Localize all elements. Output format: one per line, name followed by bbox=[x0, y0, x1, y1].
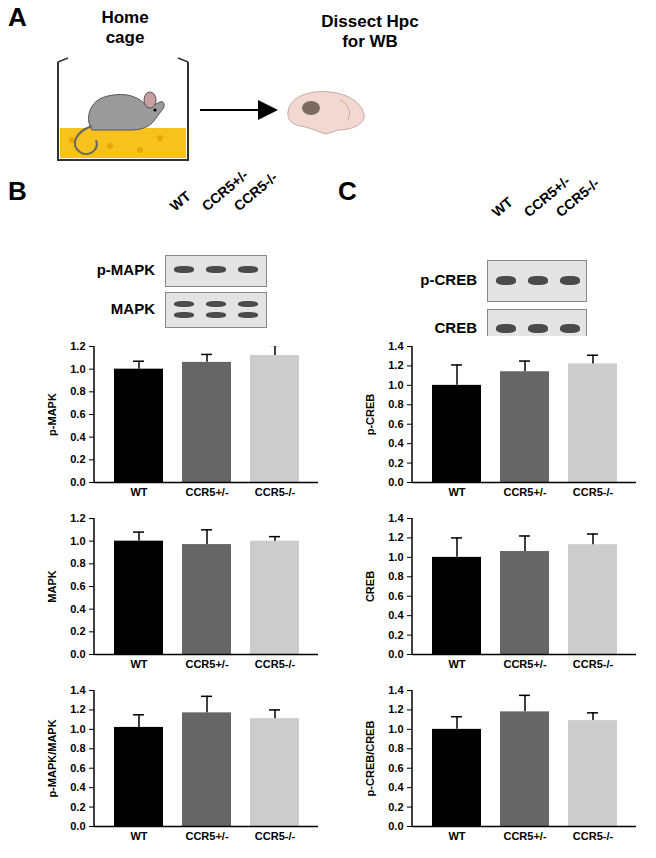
svg-text:1.0: 1.0 bbox=[70, 363, 85, 375]
svg-text:0.0: 0.0 bbox=[388, 476, 403, 488]
html-text:p-CREB: p-CREB bbox=[420, 271, 477, 288]
html-text:CCR5-/-: CCR5-/- bbox=[552, 174, 603, 220]
svg-text:1.2: 1.2 bbox=[70, 512, 85, 524]
svg-text:CCR5-/-: CCR5-/- bbox=[255, 658, 296, 670]
svg-text:0.4: 0.4 bbox=[388, 781, 404, 793]
svg-text:0.0: 0.0 bbox=[70, 476, 85, 488]
svg-text:0.8: 0.8 bbox=[70, 557, 85, 569]
svg-text:CCR5+/-: CCR5+/- bbox=[503, 658, 546, 670]
svg-text:WT: WT bbox=[448, 658, 465, 670]
svg-text:0.8: 0.8 bbox=[388, 398, 403, 410]
svg-text:0.2: 0.2 bbox=[388, 629, 403, 641]
svg-text:0.8: 0.8 bbox=[388, 570, 403, 582]
html-text:p-MAPK: p-MAPK bbox=[96, 261, 155, 278]
svg-text:1.4: 1.4 bbox=[388, 512, 404, 524]
svg-text:0.4: 0.4 bbox=[388, 609, 404, 621]
svg-text:1.2: 1.2 bbox=[388, 359, 403, 371]
svg-text:p-MAPK/MAPK: p-MAPK/MAPK bbox=[46, 719, 58, 797]
svg-text:1.2: 1.2 bbox=[70, 703, 85, 715]
svg-text:0.6: 0.6 bbox=[388, 762, 403, 774]
svg-text:1.0: 1.0 bbox=[70, 535, 85, 547]
svg-text:p-CREB/CREB: p-CREB/CREB bbox=[364, 721, 376, 797]
html-text:Home cage: Home cage bbox=[101, 8, 149, 47]
html-text:CCR5-/-: CCR5-/- bbox=[230, 168, 281, 214]
svg-text:1.0: 1.0 bbox=[388, 379, 403, 391]
svg-text:CCR5-/-: CCR5-/- bbox=[573, 830, 614, 842]
svg-text:0.4: 0.4 bbox=[70, 781, 86, 793]
svg-text:0.0: 0.0 bbox=[70, 820, 85, 832]
svg-text:0.2: 0.2 bbox=[70, 453, 85, 465]
svg-text:p-CREB: p-CREB bbox=[364, 394, 376, 436]
svg-text:WT: WT bbox=[130, 486, 147, 498]
svg-text:CREB: CREB bbox=[364, 571, 376, 602]
svg-text:1.0: 1.0 bbox=[388, 723, 403, 735]
svg-text:0.8: 0.8 bbox=[70, 385, 85, 397]
html-text:Dissect Hpc for WB: Dissect Hpc for WB bbox=[321, 12, 419, 51]
html-text:A: A bbox=[8, 2, 27, 32]
html-text:WT: WT bbox=[166, 187, 194, 214]
svg-text:WT: WT bbox=[448, 830, 465, 842]
svg-text:CCR5+/-: CCR5+/- bbox=[185, 830, 228, 842]
svg-text:WT: WT bbox=[130, 830, 147, 842]
svg-text:CCR5+/-: CCR5+/- bbox=[185, 658, 228, 670]
svg-text:1.0: 1.0 bbox=[388, 551, 403, 563]
svg-text:0.6: 0.6 bbox=[70, 580, 85, 592]
svg-text:WT: WT bbox=[130, 658, 147, 670]
html-text:CREB: CREB bbox=[434, 318, 477, 336]
svg-text:0.4: 0.4 bbox=[388, 437, 404, 449]
svg-text:0.6: 0.6 bbox=[388, 418, 403, 430]
svg-text:0.8: 0.8 bbox=[70, 742, 85, 754]
svg-text:1.2: 1.2 bbox=[388, 703, 403, 715]
svg-text:p-MAPK: p-MAPK bbox=[46, 393, 58, 436]
svg-text:1.4: 1.4 bbox=[388, 340, 404, 352]
svg-text:0.8: 0.8 bbox=[388, 742, 403, 754]
svg-text:0.4: 0.4 bbox=[70, 431, 86, 443]
svg-text:1.2: 1.2 bbox=[388, 531, 403, 543]
svg-text:1.0: 1.0 bbox=[70, 723, 85, 735]
svg-text:0.0: 0.0 bbox=[388, 820, 403, 832]
html-text:B: B bbox=[8, 176, 27, 206]
svg-text:0.0: 0.0 bbox=[70, 648, 85, 660]
svg-text:CCR5-/-: CCR5-/- bbox=[255, 830, 296, 842]
svg-text:0.6: 0.6 bbox=[70, 408, 85, 420]
html-text:C: C bbox=[338, 176, 357, 206]
html-text:CCR5+/-: CCR5+/- bbox=[520, 172, 573, 220]
svg-text:0.2: 0.2 bbox=[70, 801, 85, 813]
svg-text:0.2: 0.2 bbox=[70, 625, 85, 637]
html-text:MAPK: MAPK bbox=[110, 300, 155, 317]
svg-text:0.2: 0.2 bbox=[388, 801, 403, 813]
svg-text:1.2: 1.2 bbox=[70, 340, 85, 352]
svg-text:0.6: 0.6 bbox=[388, 590, 403, 602]
svg-text:1.4: 1.4 bbox=[388, 684, 404, 696]
svg-text:CCR5-/-: CCR5-/- bbox=[573, 486, 614, 498]
svg-text:MAPK: MAPK bbox=[46, 570, 58, 602]
svg-text:CCR5+/-: CCR5+/- bbox=[503, 830, 546, 842]
svg-text:CCR5-/-: CCR5-/- bbox=[573, 658, 614, 670]
svg-text:CCR5-/-: CCR5-/- bbox=[255, 486, 296, 498]
html-text:WT: WT bbox=[488, 193, 516, 220]
html-text:CCR5+/-: CCR5+/- bbox=[198, 166, 251, 214]
svg-text:CCR5+/-: CCR5+/- bbox=[185, 486, 228, 498]
svg-text:0.0: 0.0 bbox=[388, 648, 403, 660]
svg-text:0.6: 0.6 bbox=[70, 762, 85, 774]
svg-text:WT: WT bbox=[448, 486, 465, 498]
svg-text:0.2: 0.2 bbox=[388, 457, 403, 469]
svg-text:0.4: 0.4 bbox=[70, 603, 86, 615]
svg-text:CCR5+/-: CCR5+/- bbox=[503, 486, 546, 498]
svg-text:1.4: 1.4 bbox=[70, 684, 86, 696]
